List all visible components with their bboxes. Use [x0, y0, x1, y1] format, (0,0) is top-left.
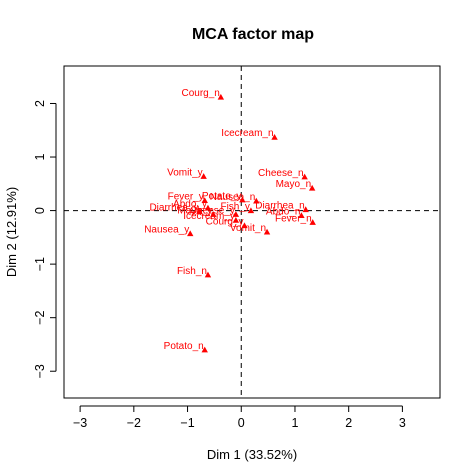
x-tick-label: 2 — [345, 416, 352, 430]
y-tick-label: −3 — [33, 364, 47, 378]
point-marker-abdo-y — [204, 204, 212, 211]
point-label-vomit-y: Vomit_y — [167, 167, 203, 178]
point-marker-mayo-n — [308, 184, 316, 191]
point-marker-fever-y — [201, 197, 208, 203]
point-label-fever-n: Fever_n — [275, 213, 312, 224]
point-label-abdo-n: Abdo_n — [266, 206, 300, 217]
plot-frame — [63, 65, 441, 399]
point-marker-vomit-n — [263, 228, 271, 235]
point-label-fish-n: Fish_n — [177, 266, 207, 277]
point-label-cheese-n: Cheese_n — [258, 168, 304, 179]
point-label-mayo-n: Mayo_n — [276, 179, 312, 190]
point-label-icecream-y: Icecream_y — [183, 211, 235, 222]
y-tick-label: 0 — [33, 207, 47, 214]
point-marker-cheese-n — [301, 173, 308, 180]
y-tick-label: 2 — [33, 100, 47, 107]
point-label-abdo-y: Abdo_y — [173, 199, 207, 210]
point-label-nausea-n: Nausea_n — [210, 192, 256, 203]
point-marker-fish-y — [247, 207, 255, 214]
x-tick-label: −2 — [127, 416, 141, 430]
point-marker-courg-y — [241, 222, 248, 229]
x-tick-label: 1 — [291, 416, 298, 430]
x-tick-label: 3 — [399, 416, 406, 430]
point-marker-icecream-n — [271, 134, 278, 140]
point-label-potato-n: Potato_n — [164, 341, 204, 352]
point-label-courg-n: Courg_n — [181, 88, 219, 99]
point-marker-diarrhea-y — [196, 208, 203, 215]
x-axis-label: Dim 1 (33.52%) — [207, 447, 297, 462]
point-marker-mayo-y — [210, 211, 217, 217]
y-tick-label: 1 — [33, 154, 47, 161]
x-axis: −3 −2 −1 0 1 2 3 — [73, 405, 406, 430]
point-label-mayo-y: Mayo_y — [177, 205, 212, 216]
point-label-nausea-y: Nausea_y — [144, 225, 189, 236]
point-marker-icecream-y — [232, 217, 240, 223]
point-label-diarrhea-n: Diarrhea_n — [255, 201, 304, 212]
point-marker-potato-y — [239, 196, 246, 203]
point-marker-potato-n — [201, 346, 208, 353]
point-marker-nausea-y — [187, 230, 194, 237]
y-tick-label: −2 — [33, 311, 47, 325]
y-tick-label: −1 — [33, 257, 47, 271]
point-label-fish-y: Fish_y — [220, 202, 249, 213]
x-tick-label: −3 — [73, 416, 87, 430]
x-tick-label: 0 — [238, 416, 245, 430]
point-marker-courg-n — [217, 93, 225, 100]
point-marker-fish-n — [204, 271, 212, 278]
point-label-vomit-n: Vomit_n — [230, 223, 266, 234]
point-marker-fever-n — [309, 219, 316, 225]
point-label-diarrhea-y: Diarrhea_y — [149, 203, 198, 214]
point-label-cheese-y: Cheese_y — [190, 205, 235, 216]
point-marker-nausea-n — [253, 197, 260, 204]
x-tick-label: −1 — [180, 416, 194, 430]
point-label-fever-y: Fever_y — [168, 191, 204, 202]
y-axis-label: Dim 2 (12.91%) — [4, 187, 19, 277]
point-label-icecream-n: Icecream_n — [221, 128, 273, 139]
point-label-potato-y: Potato_y — [202, 191, 241, 202]
point-label-courg-y: Courg_y — [206, 217, 244, 228]
point-marker-abdo-n — [298, 212, 305, 218]
point-marker-vomit-y — [200, 173, 207, 179]
chart-title: MCA factor map — [192, 26, 314, 43]
point-marker-cheese-y — [232, 211, 240, 217]
y-axis: −3 −2 −1 0 1 2 — [33, 100, 57, 378]
point-marker-diarrhea-n — [302, 206, 309, 213]
